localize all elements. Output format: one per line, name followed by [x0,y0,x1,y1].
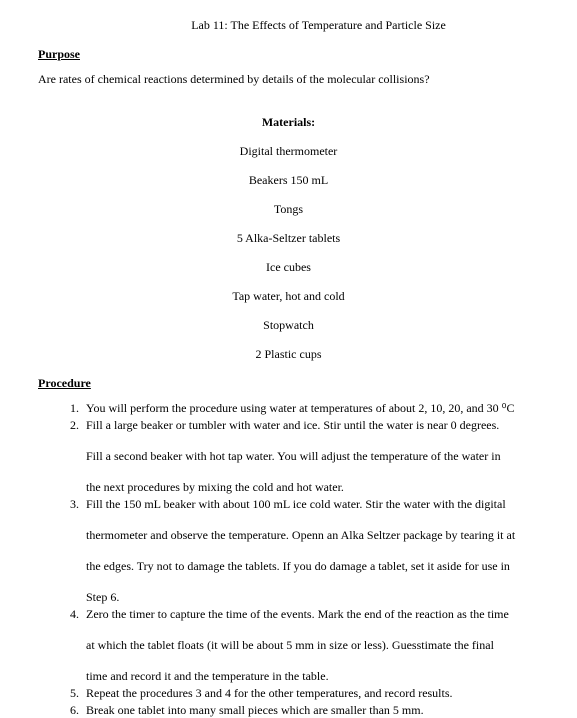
procedure-step-text: Fill a large beaker or tumbler with wate… [86,418,539,433]
procedure-step-text: Break one tablet into many small pieces … [86,703,539,718]
procedure-step-text: the edges. Try not to damage the tablets… [86,559,539,574]
material-item: Ice cubes [38,260,539,275]
purpose-heading: Purpose [38,47,539,62]
procedure-step-text: You will perform the procedure using wat… [86,401,539,416]
material-item: Tap water, hot and cold [38,289,539,304]
material-item: Digital thermometer [38,144,539,159]
procedure-step: You will perform the procedure using wat… [82,401,539,416]
procedure-step: Fill a large beaker or tumbler with wate… [82,418,539,495]
material-item: 5 Alka-Seltzer tablets [38,231,539,246]
procedure-step-text: Fill the 150 mL beaker with about 100 mL… [86,497,539,512]
procedure-step: Fill the 150 mL beaker with about 100 mL… [82,497,539,605]
procedure-step-text: Zero the timer to capture the time of th… [86,607,539,622]
procedure-step: Repeat the procedures 3 and 4 for the ot… [82,686,539,701]
procedure-step-text: thermometer and observe the temperature.… [86,528,539,543]
procedure-step-text: Repeat the procedures 3 and 4 for the ot… [86,686,539,701]
procedure-step-text: the next procedures by mixing the cold a… [86,480,539,495]
procedure-step-text: at which the tablet floats (it will be a… [86,638,539,653]
material-item: Tongs [38,202,539,217]
procedure-step-text: Step 6. [86,590,539,605]
materials-heading: Materials: [38,115,539,130]
procedure-step-text: Fill a second beaker with hot tap water.… [86,449,539,464]
lab-title: Lab 11: The Effects of Temperature and P… [38,18,539,33]
procedure-heading: Procedure [38,376,539,391]
procedure-list: You will perform the procedure using wat… [38,401,539,718]
procedure-step-text: time and record it and the temperature i… [86,669,539,684]
procedure-step: Zero the timer to capture the time of th… [82,607,539,684]
material-item: 2 Plastic cups [38,347,539,362]
material-item: Beakers 150 mL [38,173,539,188]
purpose-text: Are rates of chemical reactions determin… [38,72,539,87]
material-item: Stopwatch [38,318,539,333]
procedure-step: Break one tablet into many small pieces … [82,703,539,718]
materials-list: Digital thermometer Beakers 150 mL Tongs 5 … [38,144,539,362]
